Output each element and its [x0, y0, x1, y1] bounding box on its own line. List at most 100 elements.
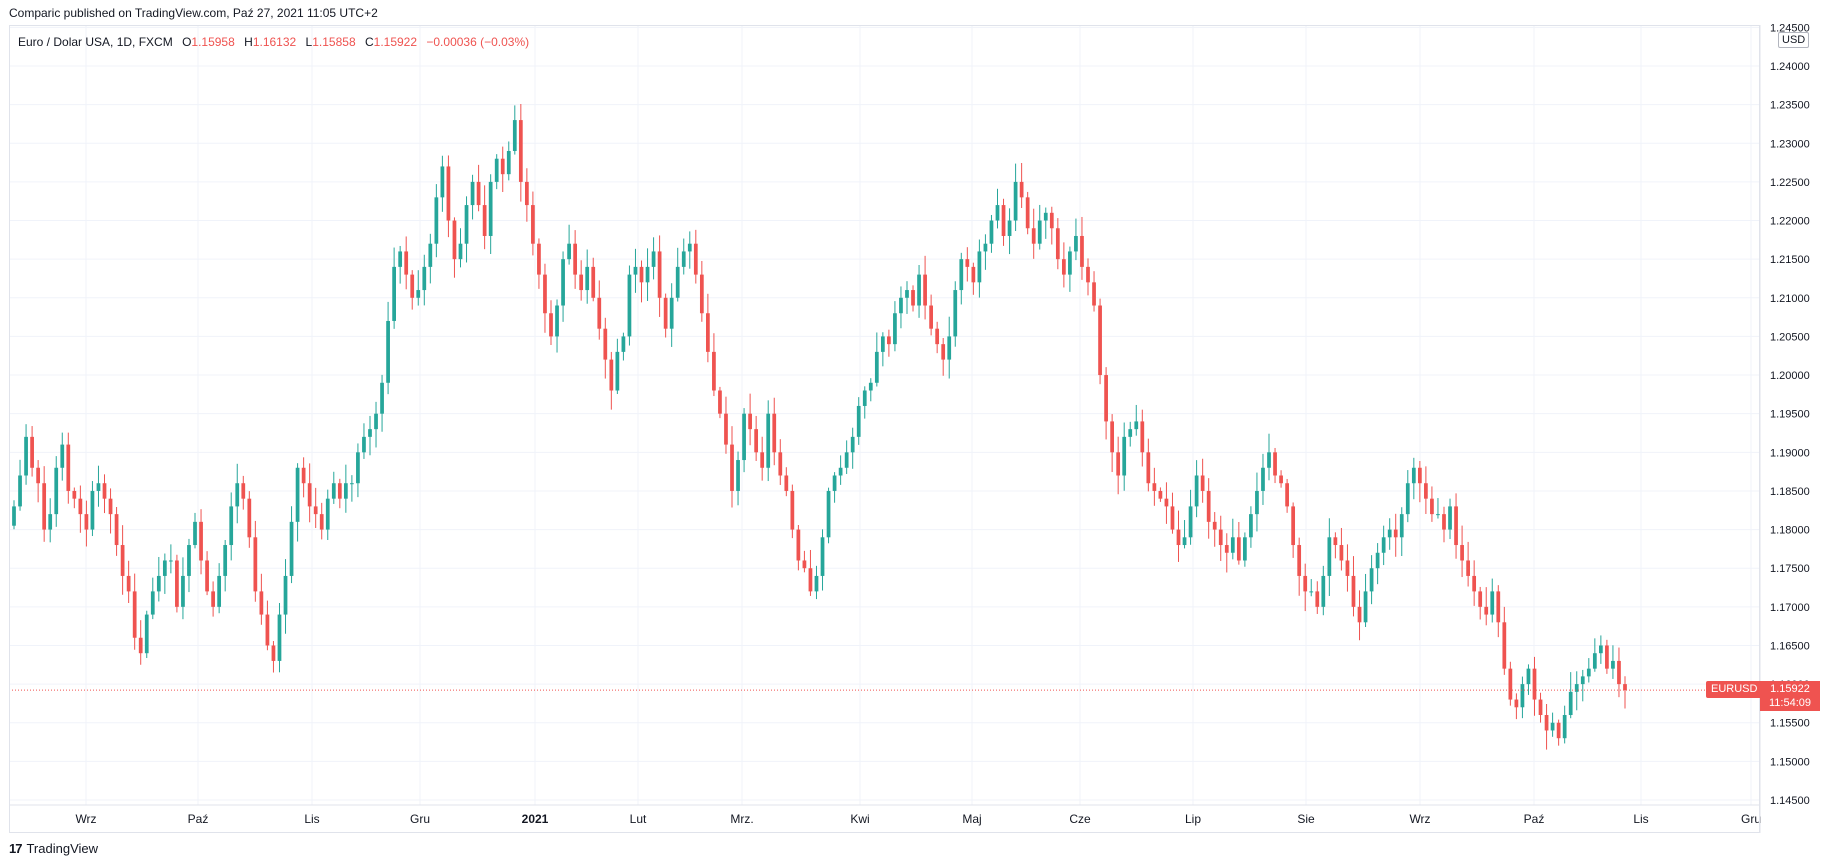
candle-body[interactable]	[1291, 506, 1296, 546]
candle-body[interactable]	[271, 645, 276, 661]
candle-body[interactable]	[989, 220, 994, 244]
candle-body[interactable]	[1001, 205, 1006, 236]
candle-body[interactable]	[1315, 591, 1320, 607]
candle-body[interactable]	[687, 243, 692, 252]
candle-body[interactable]	[337, 483, 342, 499]
candle-body[interactable]	[301, 467, 306, 484]
candle-body[interactable]	[1381, 537, 1386, 553]
candles[interactable]	[12, 103, 1627, 750]
candle-body[interactable]	[392, 266, 396, 321]
candle-body[interactable]	[693, 243, 698, 275]
candle-body[interactable]	[211, 591, 215, 607]
candle-body[interactable]	[1013, 181, 1018, 221]
legend[interactable]: Euro / Dolar USA, 1D, FXCM O1.15958 H1.1…	[18, 35, 529, 49]
candle-body[interactable]	[96, 483, 101, 491]
candle-body[interactable]	[84, 514, 89, 530]
candle-body[interactable]	[615, 351, 620, 391]
candle-body[interactable]	[712, 351, 716, 391]
candle-body[interactable]	[1339, 545, 1344, 561]
candle-body[interactable]	[585, 266, 590, 291]
candle-body[interactable]	[796, 529, 801, 561]
candle-body[interactable]	[78, 498, 83, 515]
candle-body[interactable]	[1243, 537, 1247, 561]
candle-body[interactable]	[241, 483, 246, 499]
candle-body[interactable]	[1411, 467, 1416, 484]
candle-body[interactable]	[1152, 483, 1157, 491]
candle-body[interactable]	[1520, 684, 1525, 708]
candle-body[interactable]	[856, 405, 861, 437]
candle-body[interactable]	[627, 274, 632, 337]
currency-button[interactable]: USD	[1778, 32, 1810, 48]
candle-body[interactable]	[428, 243, 433, 267]
candle-body[interactable]	[289, 521, 294, 576]
candle-body[interactable]	[1037, 220, 1042, 244]
footer-brand[interactable]: 17 TradingView	[9, 841, 98, 856]
candle-body[interactable]	[1092, 282, 1096, 306]
candle-body[interactable]	[1345, 560, 1350, 576]
candle-body[interactable]	[356, 452, 360, 484]
candle-body[interactable]	[730, 444, 734, 491]
candle-body[interactable]	[1405, 483, 1410, 515]
candle-body[interactable]	[1249, 514, 1253, 538]
candle-body[interactable]	[1514, 699, 1519, 708]
candle-body[interactable]	[1146, 452, 1151, 484]
candle-body[interactable]	[1442, 514, 1446, 530]
candle-body[interactable]	[1188, 506, 1193, 538]
candle-body[interactable]	[748, 413, 752, 430]
candle-body[interactable]	[699, 274, 704, 314]
candle-body[interactable]	[1309, 591, 1314, 593]
time-axis[interactable]: Wrz Paź Lis Gru 2021 Lut Mrz. Kwi Maj Cze Lip Sie Wr…	[9, 804, 1761, 826]
candle-body[interactable]	[1496, 591, 1501, 623]
candle-body[interactable]	[470, 181, 475, 206]
candle-body[interactable]	[977, 251, 982, 283]
candle-body[interactable]	[1128, 429, 1133, 437]
candle-body[interactable]	[452, 220, 457, 260]
candle-body[interactable]	[54, 467, 59, 515]
candle-body[interactable]	[518, 120, 523, 182]
candle-body[interactable]	[778, 452, 783, 476]
candle-body[interactable]	[295, 467, 300, 522]
candle-body[interactable]	[905, 290, 909, 298]
candle-body[interactable]	[1562, 715, 1567, 739]
candle-body[interactable]	[820, 537, 825, 576]
candle-body[interactable]	[1436, 514, 1440, 516]
candle-body[interactable]	[283, 575, 288, 615]
candle-body[interactable]	[1387, 529, 1392, 538]
candle-body[interactable]	[1375, 552, 1380, 569]
candle-body[interactable]	[1007, 220, 1012, 236]
candle-body[interactable]	[917, 274, 921, 306]
candle-body[interactable]	[1074, 235, 1078, 252]
candle-body[interactable]	[621, 336, 626, 352]
candle-body[interactable]	[422, 266, 427, 291]
candle-body[interactable]	[416, 290, 421, 298]
candle-body[interactable]	[1574, 684, 1579, 692]
candle-body[interactable]	[1592, 653, 1597, 669]
candle-body[interactable]	[90, 490, 95, 530]
candle-body[interactable]	[706, 313, 710, 352]
candle-body[interactable]	[102, 483, 107, 499]
candle-body[interactable]	[18, 475, 22, 507]
candle-body[interactable]	[1140, 421, 1145, 453]
candle-body[interactable]	[458, 243, 463, 260]
candle-body[interactable]	[1134, 421, 1139, 430]
candle-body[interactable]	[1502, 622, 1507, 669]
candle-body[interactable]	[826, 490, 831, 538]
candle-body[interactable]	[132, 591, 137, 638]
candle-body[interactable]	[350, 483, 354, 485]
candle-body[interactable]	[1430, 498, 1434, 515]
candle-body[interactable]	[1236, 537, 1241, 561]
candle-body[interactable]	[325, 498, 330, 530]
candle-body[interactable]	[1303, 575, 1308, 592]
candle-body[interactable]	[899, 297, 903, 314]
candle-body[interactable]	[579, 274, 584, 291]
candle-body[interactable]	[488, 181, 493, 236]
candle-body[interactable]	[319, 514, 324, 530]
candle-body[interactable]	[760, 452, 765, 468]
candle-body[interactable]	[440, 166, 445, 198]
candle-body[interactable]	[633, 266, 638, 275]
candle-body[interactable]	[1478, 591, 1483, 607]
candle-body[interactable]	[1212, 521, 1217, 530]
candle-body[interactable]	[1357, 606, 1362, 623]
candle-body[interactable]	[362, 436, 366, 453]
candle-body[interactable]	[374, 413, 378, 430]
